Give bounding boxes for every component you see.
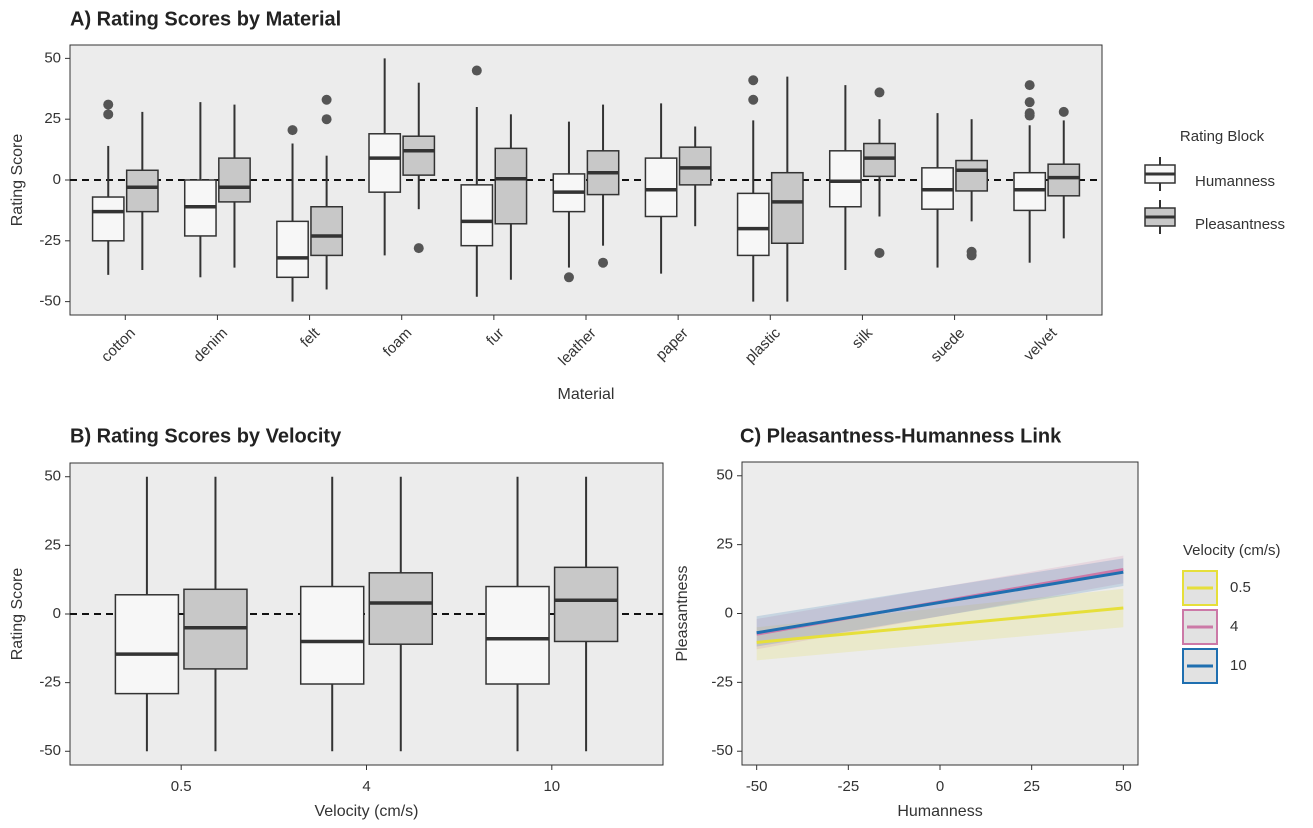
legend-label: 0.5 — [1230, 579, 1251, 596]
panel-title: C) Pleasantness-Humanness Link — [740, 425, 1062, 447]
fit-line — [756, 570, 1124, 635]
y-tick-label: -25 — [39, 232, 61, 249]
box — [1047, 163, 1081, 197]
outlier — [1024, 80, 1035, 91]
box — [368, 572, 434, 645]
x-tick-label: 4 — [362, 778, 370, 795]
outlier — [1024, 110, 1035, 121]
outlier — [1058, 106, 1069, 117]
box — [644, 157, 678, 218]
y-tick-label: 0 — [725, 604, 733, 621]
x-tick-label: leather — [555, 325, 599, 369]
x-axis-label: Material — [558, 386, 615, 403]
x-tick-label: suede — [927, 325, 968, 366]
box — [125, 169, 159, 213]
box — [276, 220, 309, 279]
outlier — [598, 257, 609, 268]
legend-label: Pleasantness — [1195, 216, 1285, 233]
outlier — [471, 65, 482, 76]
legend-title: Velocity (cm/s) — [1183, 542, 1281, 559]
legend-label: Humanness — [1195, 173, 1275, 190]
x-tick-label: foam — [380, 325, 416, 361]
box — [955, 159, 989, 192]
x-tick-label: plastic — [742, 324, 784, 366]
panel-title: B) Rating Scores by Velocity — [70, 425, 342, 447]
box — [678, 146, 712, 186]
outlier — [874, 247, 885, 258]
legend-label: 10 — [1230, 657, 1247, 674]
y-tick-label: -50 — [39, 742, 61, 759]
x-tick-label: denim — [190, 325, 231, 366]
box — [218, 157, 251, 203]
outlier — [413, 243, 424, 254]
x-tick-label: felt — [297, 324, 324, 351]
legend-title: Rating Block — [1180, 128, 1265, 145]
box — [863, 142, 896, 178]
y-tick-label: 25 — [44, 536, 61, 553]
x-tick-label: 10 — [543, 778, 560, 795]
panel-title: A) Rating Scores by Material — [70, 8, 341, 30]
y-tick-label: -25 — [39, 674, 61, 691]
box — [770, 171, 804, 244]
y-tick-label: 0 — [53, 171, 61, 188]
outlier — [563, 272, 574, 283]
x-tick-label: fur — [483, 325, 507, 349]
x-tick-label: velvet — [1021, 324, 1061, 364]
y-tick-label: -50 — [39, 293, 61, 310]
box — [494, 147, 528, 225]
box — [299, 585, 365, 685]
x-tick-label: cotton — [98, 325, 139, 366]
box — [460, 184, 494, 247]
box — [114, 594, 180, 695]
box — [402, 135, 436, 176]
x-axis-label: Humanness — [897, 803, 982, 820]
y-axis-label: Rating Score — [9, 134, 26, 227]
box — [310, 206, 344, 257]
box — [368, 133, 402, 193]
box — [1013, 171, 1047, 212]
y-tick-label: 25 — [716, 536, 733, 553]
fit-line — [756, 606, 1124, 644]
x-tick-label: silk — [849, 324, 877, 352]
outlier — [966, 250, 977, 261]
x-tick-label: 25 — [1023, 778, 1040, 795]
y-axis-label: Rating Score — [9, 568, 26, 661]
box — [553, 566, 619, 643]
outlier — [874, 87, 885, 98]
x-axis-label: Velocity (cm/s) — [314, 803, 418, 820]
box — [736, 192, 770, 257]
y-tick-label: 50 — [44, 49, 61, 66]
x-tick-label: 0 — [936, 778, 944, 795]
outlier — [321, 94, 332, 105]
legend-label: 4 — [1230, 618, 1238, 635]
x-tick-label: -25 — [837, 778, 859, 795]
x-tick-label: -50 — [746, 778, 768, 795]
y-tick-label: -50 — [711, 742, 733, 759]
outlier — [1024, 97, 1035, 108]
x-tick-label: 0.5 — [171, 778, 192, 795]
outlier — [103, 109, 114, 120]
y-tick-label: 50 — [44, 468, 61, 485]
outlier — [748, 94, 759, 105]
x-tick-label: paper — [653, 325, 692, 364]
outlier — [748, 75, 759, 86]
y-tick-label: 50 — [716, 467, 733, 484]
box — [485, 585, 550, 685]
x-tick-label: 50 — [1115, 778, 1132, 795]
box — [828, 150, 862, 208]
box — [91, 196, 125, 242]
outlier — [321, 114, 332, 125]
outlier — [287, 125, 298, 136]
outlier — [103, 99, 114, 110]
y-axis-label: Pleasantness — [674, 565, 691, 661]
y-tick-label: 25 — [44, 110, 61, 127]
y-tick-label: -25 — [711, 673, 733, 690]
y-tick-label: 0 — [53, 605, 61, 622]
